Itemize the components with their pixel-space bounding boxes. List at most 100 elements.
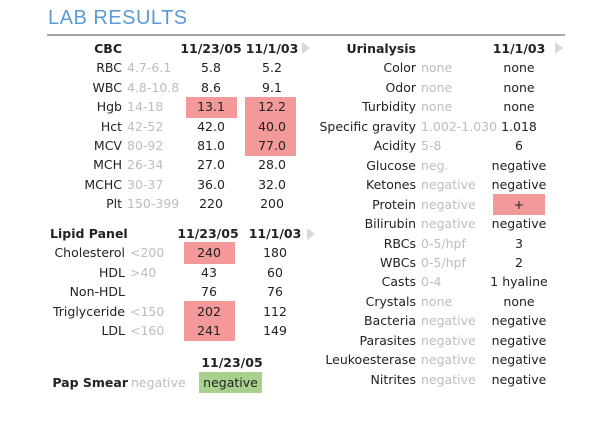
- urinalysis-test-name: Bacteria: [364, 313, 416, 329]
- urinalysis-reference-range: none: [421, 293, 453, 309]
- abnormal-highlight: [184, 242, 235, 264]
- cbc-test-name: MCH: [93, 157, 122, 173]
- urinalysis-test-name: Leukoesterase: [325, 352, 416, 368]
- cbc-value: 200: [260, 196, 284, 212]
- lipid-test-name: HDL: [99, 264, 125, 280]
- urinalysis-test-name: Odor: [385, 79, 416, 95]
- lipid-header: Lipid Panel: [50, 226, 128, 241]
- cbc-value: 32.0: [258, 176, 286, 192]
- cbc-value: 13.1: [197, 99, 225, 115]
- urinalysis-reference-range: 0-5/hpf: [421, 254, 466, 270]
- lipid-value: 202: [197, 303, 221, 319]
- cbc-reference-range: 4.7-6.1: [127, 60, 172, 76]
- lipid-next-date-arrow-icon[interactable]: [307, 228, 315, 240]
- pap-date: 11/23/05: [201, 355, 263, 370]
- pap-value: negative: [203, 375, 258, 390]
- cbc-reference-range: 30-37: [127, 176, 164, 192]
- urinalysis-reference-range: 5-8: [421, 138, 442, 154]
- urinalysis-test-name: Glucose: [366, 157, 416, 173]
- urinalysis-value: negative: [491, 332, 547, 348]
- urinalysis-test-name: Parasites: [359, 332, 416, 348]
- lipid-value: 76: [267, 284, 283, 300]
- pap-test-name: Pap Smear: [52, 375, 128, 390]
- urinalysis-date: 11/1/03: [492, 41, 546, 56]
- lipid-reference-range: <150: [130, 303, 165, 319]
- urinalysis-test-name: Specific gravity: [319, 118, 416, 134]
- cbc-reference-range: 26-34: [127, 157, 164, 173]
- cbc-value: 40.0: [258, 118, 286, 134]
- urinalysis-test-name: Ketones: [366, 177, 416, 193]
- lipid-reference-range: <160: [130, 323, 165, 338]
- lipid-test-name: Triglyceride: [52, 303, 125, 319]
- cbc-reference-range: 42-52: [127, 118, 164, 134]
- urinalysis-header: Urinalysis: [346, 41, 416, 56]
- lipid-test-name: LDL: [101, 323, 125, 338]
- urinalysis-reference-range: none: [421, 99, 453, 115]
- cbc-value: 28.0: [258, 157, 286, 173]
- urinalysis-value: none: [503, 293, 535, 309]
- lipid-value: 180: [263, 245, 287, 261]
- cbc-reference-range: 4.8-10.8: [127, 79, 180, 95]
- urinalysis-test-name: Bilirubin: [364, 216, 416, 232]
- urinalysis-value: 3: [515, 235, 523, 251]
- urinalysis-value: negative: [491, 352, 547, 368]
- urinalysis-reference-range: negative: [421, 196, 476, 212]
- cbc-test-name: Plt: [106, 196, 122, 212]
- cbc-test-name: Hgb: [96, 99, 122, 115]
- abnormal-highlight: [245, 136, 296, 157]
- cbc-value: 5.8: [201, 60, 221, 76]
- urinalysis-value: 1 hyaline: [490, 274, 548, 290]
- urinalysis-reference-range: none: [421, 79, 453, 95]
- cbc-value: 42.0: [197, 118, 225, 134]
- cbc-reference-range: 80-92: [127, 138, 164, 153]
- cbc-test-name: Hct: [100, 118, 122, 134]
- abnormal-highlight: [493, 193, 545, 215]
- cbc-test-name: MCV: [93, 138, 122, 153]
- cbc-value: 81.0: [197, 138, 225, 153]
- cbc-value: 27.0: [197, 157, 225, 173]
- urinalysis-test-name: RBCs: [383, 235, 416, 251]
- urinalysis-test-name: Nitrites: [370, 371, 416, 387]
- urinalysis-reference-range: negative: [421, 371, 476, 387]
- urinalysis-reference-range: 1.002-1.030: [421, 118, 498, 134]
- cbc-value: 9.1: [262, 79, 282, 95]
- cbc-value: 5.2: [262, 60, 282, 76]
- abnormal-highlight: [186, 97, 237, 118]
- urinalysis-value: negative: [491, 177, 547, 193]
- scroll-left-arrow-icon[interactable]: [302, 42, 310, 54]
- urinalysis-reference-range: negative: [421, 177, 476, 193]
- urinalysis-reference-range: negative: [421, 332, 476, 348]
- lipid-value: 240: [197, 245, 221, 261]
- title-divider: [47, 34, 565, 36]
- urinalysis-value: none: [503, 60, 535, 76]
- urinalysis-test-name: WBCs: [380, 254, 416, 270]
- lipid-date-col2: 11/1/03: [248, 226, 302, 241]
- cbc-date-col2: 11/1/03: [245, 41, 299, 56]
- cbc-value: 77.0: [258, 138, 286, 153]
- next-date-arrow-icon[interactable]: [555, 42, 563, 54]
- lipid-value: 241: [197, 323, 221, 338]
- lipid-value: 43: [201, 264, 217, 280]
- cbc-test-name: RBC: [96, 60, 122, 76]
- lipid-reference-range: >40: [130, 264, 157, 280]
- urinalysis-value: none: [503, 99, 535, 115]
- urinalysis-test-name: Turbidity: [362, 99, 416, 115]
- lipid-value: 112: [263, 303, 287, 319]
- urinalysis-reference-range: negative: [421, 352, 476, 368]
- cbc-value: 36.0: [197, 176, 225, 192]
- urinalysis-test-name: Acidity: [373, 138, 416, 154]
- page-title: LAB RESULTS: [48, 7, 188, 29]
- urinalysis-reference-range: 0-5/hpf: [421, 235, 466, 251]
- cbc-value: 12.2: [258, 99, 286, 115]
- lipid-value: 76: [201, 284, 217, 300]
- lipid-value: 149: [263, 323, 287, 338]
- urinalysis-test-name: Crystals: [365, 293, 416, 309]
- abnormal-highlight: [184, 320, 235, 342]
- lipid-date-col1: 11/23/05: [177, 226, 239, 241]
- urinalysis-value: 6: [515, 138, 523, 154]
- urinalysis-value: 1.018: [501, 118, 537, 134]
- urinalysis-reference-range: negative: [421, 216, 476, 232]
- pap-reference-range: negative: [131, 375, 186, 390]
- cbc-date-col1: 11/23/05: [180, 41, 242, 56]
- urinalysis-value: negative: [491, 157, 547, 173]
